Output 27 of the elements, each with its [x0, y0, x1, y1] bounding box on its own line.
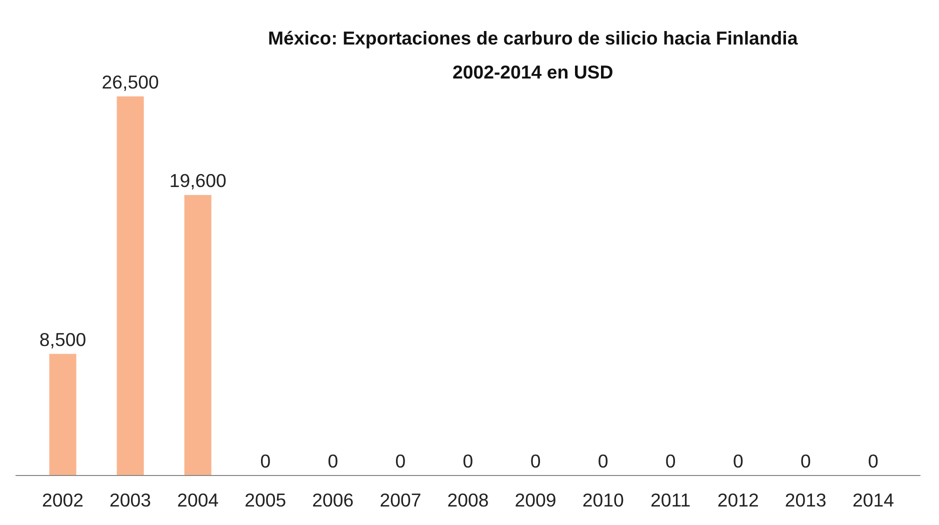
- x-tick-label: 2008: [447, 490, 489, 510]
- x-tick-label: 2011: [650, 490, 691, 510]
- data-label: 19,600: [169, 170, 226, 192]
- data-label: 0: [395, 450, 406, 472]
- x-tick-label: 2003: [110, 490, 152, 510]
- data-label: 8,500: [39, 328, 86, 350]
- data-label: 0: [732, 450, 744, 472]
- x-tick-label: 2002: [42, 490, 84, 510]
- x-tick-label: 2014: [852, 490, 894, 510]
- data-label: 0: [800, 450, 811, 472]
- x-tick-label: 2012: [717, 490, 759, 510]
- x-tick-label: 2010: [582, 490, 624, 510]
- x-tick-label: 2007: [380, 490, 422, 510]
- chart-title: México: Exportaciones de carburo de silicio hacia Finlandia 2002-2014 en USD: [268, 27, 798, 82]
- data-label: 0: [462, 450, 474, 472]
- x-tick-label: 2006: [312, 490, 354, 510]
- x-tick-label: 2005: [244, 490, 286, 510]
- data-label: 0: [530, 450, 541, 472]
- x-tick-label: 2004: [177, 490, 219, 510]
- data-label: 0: [328, 450, 338, 472]
- data-label: 0: [868, 450, 878, 472]
- x-tick-label: 2013: [784, 490, 826, 510]
- data-label: 0: [665, 450, 676, 472]
- data-label: 0: [260, 450, 271, 472]
- x-tick-label: 2009: [514, 490, 556, 510]
- data-label: 0: [598, 450, 608, 472]
- data-label: 26,500: [102, 71, 159, 92]
